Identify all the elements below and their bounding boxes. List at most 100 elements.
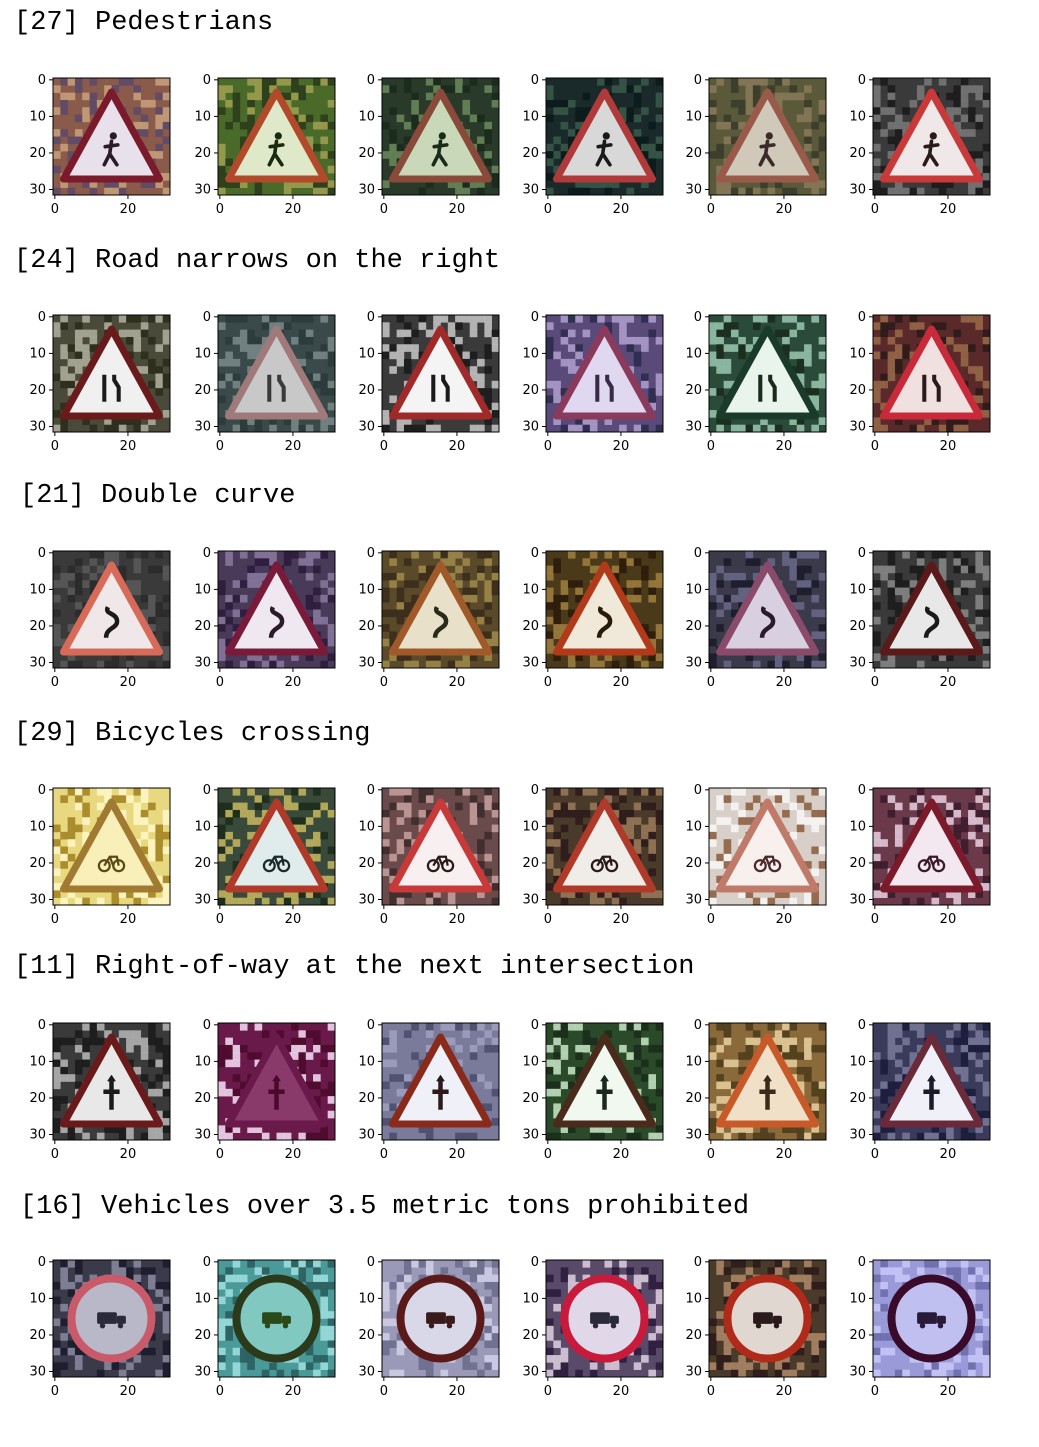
- row-heading: [27] Pedestrians: [14, 8, 274, 38]
- y-tick-label: 0: [531, 546, 539, 561]
- y-tick-label: 20: [685, 619, 702, 634]
- x-tick-label: 20: [285, 1384, 302, 1399]
- x-tick-label: 0: [216, 202, 224, 217]
- y-tick-label: 10: [522, 1291, 539, 1306]
- sample-image-panel: 0 10 20 30 0 20: [183, 780, 343, 930]
- y-tick-label: 10: [849, 109, 866, 124]
- y-tick-label: 30: [29, 893, 46, 908]
- x-tick-label: 0: [707, 1384, 715, 1399]
- sample-image: 0 10 20 30 0 20: [358, 546, 500, 690]
- y-tick-label: 20: [194, 1091, 211, 1106]
- y-tick-label: 0: [531, 1018, 539, 1033]
- x-tick-label: 20: [449, 912, 466, 927]
- y-tick-label: 30: [849, 1365, 866, 1380]
- x-tick-label: 20: [120, 1147, 137, 1162]
- sample-image: 0 10 20 30 0 20: [685, 1255, 827, 1399]
- y-tick-label: 20: [29, 1091, 46, 1106]
- x-tick-label: 0: [380, 202, 388, 217]
- sample-image-panel: 0 10 20 30 0 20: [674, 307, 834, 457]
- y-tick-label: 20: [522, 146, 539, 161]
- y-tick-label: 10: [685, 109, 702, 124]
- y-tick-label: 10: [849, 1054, 866, 1069]
- sample-image-panel: 0 10 20 30 0 20: [183, 543, 343, 693]
- sample-image: 0 10 20 30 0 20: [685, 310, 827, 454]
- y-tick-label: 20: [685, 1328, 702, 1343]
- y-tick-label: 0: [531, 783, 539, 798]
- x-tick-label: 0: [216, 439, 224, 454]
- sample-image-panel: 0 10 20 30 0 20: [511, 1252, 671, 1402]
- x-tick-label: 0: [707, 675, 715, 690]
- y-tick-label: 30: [358, 656, 375, 671]
- y-tick-label: 20: [849, 856, 866, 871]
- x-tick-label: 20: [120, 439, 137, 454]
- x-tick-label: 20: [776, 912, 793, 927]
- y-tick-label: 20: [29, 856, 46, 871]
- y-tick-label: 30: [685, 420, 702, 435]
- x-tick-label: 20: [776, 1147, 793, 1162]
- y-tick-label: 0: [203, 1018, 211, 1033]
- y-tick-label: 10: [358, 1054, 375, 1069]
- y-tick-label: 20: [194, 856, 211, 871]
- x-tick-label: 0: [871, 1147, 879, 1162]
- y-tick-label: 20: [522, 1091, 539, 1106]
- sample-image: 0 10 20 30 0 20: [29, 546, 171, 690]
- sample-image: 0 10 20 30 0 20: [849, 1255, 991, 1399]
- x-tick-label: 20: [613, 1384, 630, 1399]
- sample-image: 0 10 20 30 0 20: [685, 73, 827, 217]
- sample-image: 0 10 20 30 0 20: [29, 1018, 171, 1162]
- sample-image-panel: 0 10 20 30 0 20: [347, 780, 507, 930]
- y-tick-label: 20: [358, 856, 375, 871]
- y-tick-label: 10: [358, 346, 375, 361]
- y-tick-label: 0: [694, 783, 702, 798]
- x-tick-label: 0: [707, 1147, 715, 1162]
- y-tick-label: 10: [358, 109, 375, 124]
- y-tick-label: 0: [38, 546, 46, 561]
- y-tick-label: 30: [685, 893, 702, 908]
- y-tick-label: 10: [522, 582, 539, 597]
- y-tick-label: 10: [358, 819, 375, 834]
- y-tick-label: 0: [203, 310, 211, 325]
- y-tick-label: 20: [194, 383, 211, 398]
- y-tick-label: 20: [685, 856, 702, 871]
- sample-image-panel: 0 10 20 30 0 20: [838, 307, 998, 457]
- y-tick-label: 30: [849, 420, 866, 435]
- sample-image-panel: 0 10 20 30 0 20: [347, 1252, 507, 1402]
- y-tick-label: 10: [849, 582, 866, 597]
- sample-image-panel: 0 10 20 30 0 20: [674, 70, 834, 220]
- x-tick-label: 20: [285, 202, 302, 217]
- y-tick-label: 30: [29, 1128, 46, 1143]
- y-tick-label: 20: [358, 1328, 375, 1343]
- y-tick-label: 20: [849, 1091, 866, 1106]
- y-tick-label: 30: [522, 656, 539, 671]
- x-tick-label: 0: [51, 912, 59, 927]
- sample-image-panel: 0 10 20 30 0 20: [18, 1252, 178, 1402]
- sample-image: 0 10 20 30 0 20: [194, 1255, 336, 1399]
- x-tick-label: 0: [544, 202, 552, 217]
- y-tick-label: 10: [194, 582, 211, 597]
- y-tick-label: 10: [29, 582, 46, 597]
- y-tick-label: 20: [522, 856, 539, 871]
- y-tick-label: 0: [531, 73, 539, 88]
- sample-image: 0 10 20 30 0 20: [194, 783, 336, 927]
- x-tick-label: 0: [216, 1147, 224, 1162]
- x-tick-label: 0: [544, 1147, 552, 1162]
- y-tick-label: 0: [367, 73, 375, 88]
- y-tick-label: 30: [522, 1128, 539, 1143]
- y-tick-label: 0: [694, 546, 702, 561]
- y-tick-label: 10: [685, 819, 702, 834]
- sample-image: 0 10 20 30 0 20: [522, 783, 664, 927]
- y-tick-label: 0: [38, 1255, 46, 1270]
- x-tick-label: 20: [613, 675, 630, 690]
- sample-image-panel: 0 10 20 30 0 20: [347, 307, 507, 457]
- sample-image: 0 10 20 30 0 20: [29, 783, 171, 927]
- y-tick-label: 20: [194, 619, 211, 634]
- sample-image-panel: 0 10 20 30 0 20: [18, 543, 178, 693]
- sample-image: 0 10 20 30 0 20: [358, 1255, 500, 1399]
- y-tick-label: 0: [367, 783, 375, 798]
- y-tick-label: 30: [29, 183, 46, 198]
- y-tick-label: 30: [194, 893, 211, 908]
- sample-image: 0 10 20 30 0 20: [29, 310, 171, 454]
- x-tick-label: 0: [544, 675, 552, 690]
- x-tick-label: 20: [776, 675, 793, 690]
- x-tick-label: 20: [449, 1147, 466, 1162]
